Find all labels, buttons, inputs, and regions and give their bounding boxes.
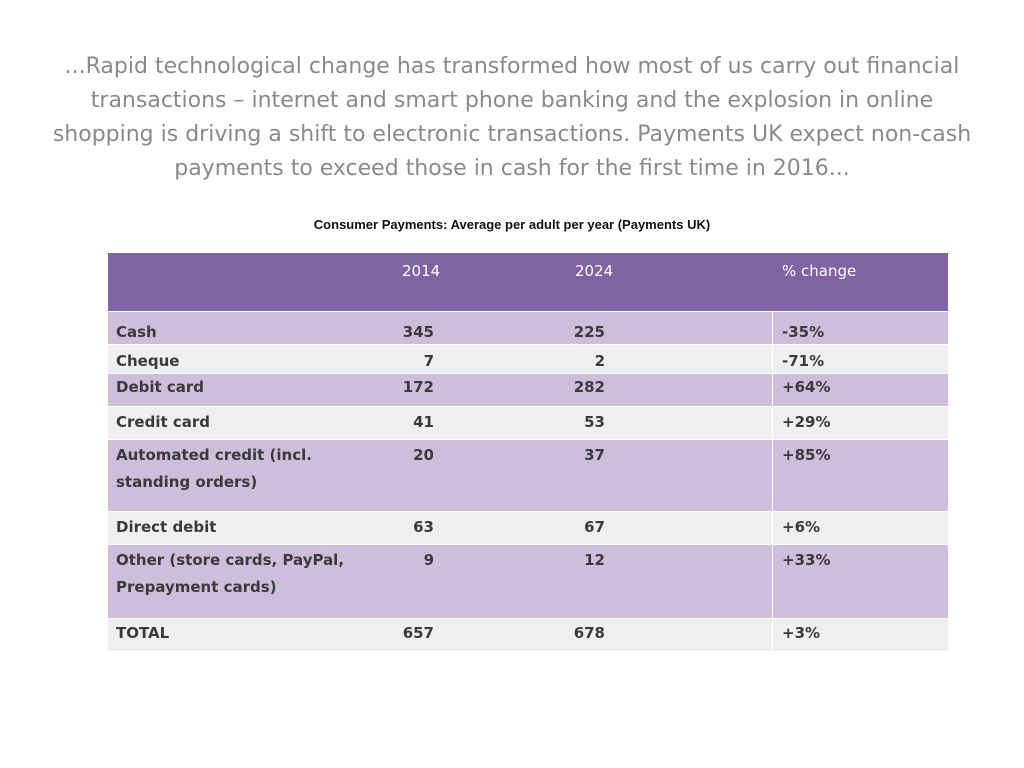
column-divider bbox=[772, 312, 773, 344]
row-value-2024: 53 bbox=[584, 413, 605, 431]
row-name: Direct debit bbox=[116, 518, 217, 536]
table-header-row: 2014 2024 % change bbox=[108, 253, 948, 311]
column-divider bbox=[772, 345, 773, 373]
row-value-2014: 172 bbox=[402, 378, 434, 396]
table-row: Automated credit (incl. standing orders)… bbox=[108, 439, 948, 511]
column-divider bbox=[772, 407, 773, 439]
table-row: Direct debit 63 67 +6% bbox=[108, 511, 948, 544]
row-value-2024: 282 bbox=[573, 378, 605, 396]
row-value-2014: 20 bbox=[413, 446, 434, 464]
row-value-2014: 657 bbox=[402, 624, 434, 642]
column-divider bbox=[772, 440, 773, 511]
row-name: Automated credit (incl. standing orders) bbox=[116, 446, 312, 491]
table-row: Debit card 172 282 +64% bbox=[108, 373, 948, 406]
column-divider bbox=[772, 374, 773, 406]
row-value-2024: 12 bbox=[584, 551, 605, 569]
row-change: +3% bbox=[782, 624, 821, 642]
row-name: Credit card bbox=[116, 413, 210, 431]
row-change: +33% bbox=[782, 551, 831, 569]
row-change: -71% bbox=[782, 352, 825, 370]
row-value-2024: 37 bbox=[584, 446, 605, 464]
header-change: % change bbox=[782, 262, 857, 280]
row-value-2024: 225 bbox=[573, 323, 605, 341]
table-row: TOTAL 657 678 +3% bbox=[108, 618, 948, 651]
table-row: Cheque 7 2 -71% bbox=[108, 344, 948, 373]
row-name: Debit card bbox=[116, 378, 205, 396]
table-row: Credit card 41 53 +29% bbox=[108, 406, 948, 439]
row-change: +29% bbox=[782, 413, 831, 431]
row-value-2024: 2 bbox=[594, 352, 605, 370]
table-row: Cash 345 225 -35% bbox=[108, 311, 948, 344]
header-2024: 2024 bbox=[575, 262, 614, 280]
column-divider bbox=[772, 512, 773, 544]
row-change: +85% bbox=[782, 446, 831, 464]
row-value-2024: 678 bbox=[573, 624, 605, 642]
table-title: Consumer Payments: Average per adult per… bbox=[313, 217, 711, 232]
row-change: +64% bbox=[782, 378, 831, 396]
column-divider bbox=[772, 619, 773, 651]
row-name: Other (store cards, PayPal, Prepayment c… bbox=[116, 551, 345, 596]
header-2014: 2014 bbox=[402, 262, 441, 280]
row-name: Cheque bbox=[116, 352, 180, 370]
table-row: Other (store cards, PayPal, Prepayment c… bbox=[108, 544, 948, 618]
column-divider bbox=[772, 545, 773, 618]
row-change: +6% bbox=[782, 518, 821, 536]
row-value-2024: 67 bbox=[584, 518, 605, 536]
row-name: Cash bbox=[116, 323, 157, 341]
payments-table: 2014 2024 % change Cash 345 225 -35% Che… bbox=[108, 253, 948, 651]
row-change: -35% bbox=[782, 323, 825, 341]
row-value-2014: 345 bbox=[402, 323, 434, 341]
row-value-2014: 63 bbox=[413, 518, 434, 536]
row-value-2014: 7 bbox=[423, 352, 434, 370]
row-value-2014: 41 bbox=[413, 413, 434, 431]
row-value-2014: 9 bbox=[423, 551, 434, 569]
intro-paragraph: ...Rapid technological change has transf… bbox=[52, 54, 972, 181]
row-name: TOTAL bbox=[116, 624, 170, 642]
